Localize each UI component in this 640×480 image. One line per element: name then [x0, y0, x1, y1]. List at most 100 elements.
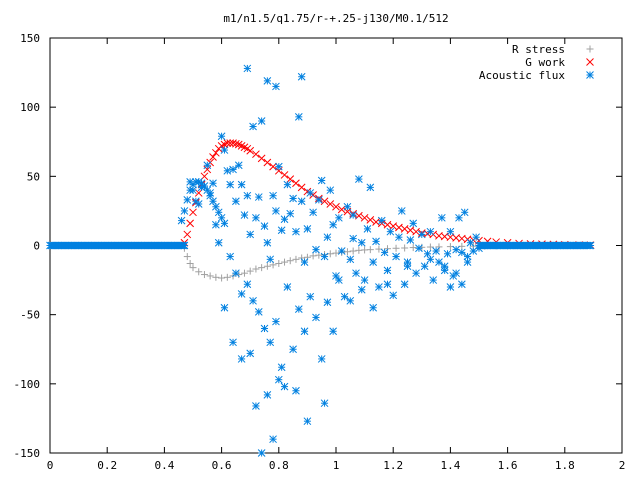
data-point — [263, 158, 272, 167]
data-point — [212, 148, 220, 157]
legend-label: Acoustic flux — [479, 69, 565, 82]
data-point — [401, 244, 409, 252]
x-tick-label: 0 — [47, 459, 54, 472]
legend-marker — [586, 58, 594, 66]
data-point — [277, 363, 286, 372]
data-point — [260, 222, 269, 230]
data-point — [395, 223, 403, 232]
data-point — [369, 258, 378, 266]
legend-label: R stress — [512, 43, 565, 56]
data-point — [329, 327, 337, 336]
data-point — [226, 180, 235, 189]
data-point — [332, 272, 340, 280]
x-tick-label: 0.2 — [97, 459, 117, 472]
legend-marker — [586, 71, 594, 79]
data-point — [240, 211, 249, 219]
data-point — [369, 303, 378, 312]
data-point — [337, 247, 346, 255]
data-point — [240, 269, 248, 277]
data-point — [360, 276, 369, 284]
data-point — [586, 241, 595, 250]
data-point — [366, 216, 375, 224]
data-point — [292, 255, 300, 263]
data-point — [277, 226, 286, 235]
data-point — [440, 262, 449, 271]
data-point — [326, 200, 335, 208]
data-point — [220, 146, 229, 154]
x-tick-label: 2 — [619, 459, 626, 472]
data-point — [326, 186, 335, 195]
data-point — [260, 324, 269, 333]
data-point — [386, 227, 395, 236]
data-point — [275, 259, 283, 267]
data-point — [303, 417, 312, 426]
data-point — [186, 178, 194, 186]
data-point — [335, 213, 343, 222]
data-point — [209, 153, 217, 161]
x-tick-label: 1.2 — [383, 459, 403, 472]
data-point — [294, 305, 303, 313]
data-point — [186, 219, 194, 228]
data-point — [357, 238, 366, 247]
y-tick-label: -50 — [20, 309, 40, 322]
data-point — [463, 252, 472, 261]
data-point — [269, 435, 277, 444]
data-point — [409, 244, 417, 252]
data-point — [412, 269, 420, 278]
data-point — [252, 402, 260, 410]
data-point — [263, 238, 272, 247]
data-point — [346, 255, 355, 264]
data-point — [272, 317, 280, 326]
data-point — [232, 139, 240, 148]
data-point — [286, 257, 294, 265]
x-tick-label: 1 — [333, 459, 340, 472]
data-point — [320, 399, 329, 408]
data-point — [300, 327, 309, 336]
data-point — [383, 280, 392, 289]
data-point — [237, 180, 246, 189]
data-point — [426, 243, 434, 251]
data-point — [349, 211, 358, 219]
data-point — [415, 244, 423, 253]
data-point — [475, 244, 483, 253]
data-point — [232, 269, 240, 278]
data-point — [249, 122, 257, 131]
data-point — [220, 303, 229, 312]
data-point — [432, 247, 440, 255]
data-point — [232, 197, 240, 206]
data-point — [372, 237, 380, 246]
data-point — [452, 269, 460, 278]
x-tick-label: 0.8 — [269, 459, 289, 472]
x-tick-label: 1.8 — [555, 459, 575, 472]
series-acoustic-flux — [46, 64, 595, 457]
data-point — [317, 176, 326, 185]
data-point — [200, 271, 208, 279]
data-point — [280, 382, 289, 391]
data-point — [206, 189, 215, 197]
data-point — [286, 175, 295, 183]
data-point — [235, 271, 243, 279]
data-point — [435, 243, 443, 251]
data-point — [177, 216, 186, 225]
data-point — [375, 283, 383, 291]
data-point — [292, 179, 300, 188]
data-point — [383, 220, 392, 229]
data-point — [403, 262, 412, 271]
data-point — [226, 252, 235, 261]
data-point — [223, 139, 232, 147]
data-point — [252, 213, 260, 222]
data-point — [269, 162, 277, 171]
data-point — [460, 208, 469, 217]
data-point — [457, 248, 466, 257]
data-point — [234, 161, 243, 170]
data-point — [274, 375, 283, 384]
data-point — [263, 77, 272, 85]
data-point — [180, 241, 189, 250]
data-point — [420, 262, 429, 271]
data-point — [214, 238, 223, 247]
data-point — [212, 273, 220, 281]
data-marks — [46, 64, 595, 457]
data-point — [297, 183, 306, 192]
data-point — [274, 162, 283, 171]
data-point — [309, 208, 317, 217]
